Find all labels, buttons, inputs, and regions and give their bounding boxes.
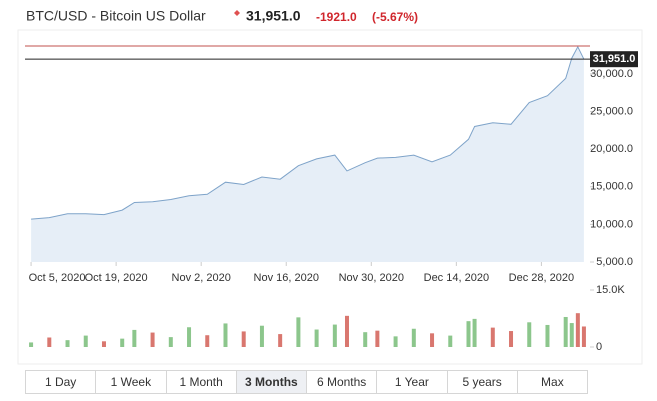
y-tick-label: 15,000.0 — [590, 181, 633, 193]
x-tick-label: Oct 19, 2020 — [85, 272, 148, 284]
volume-bar — [150, 332, 155, 347]
change-percent: (-5.67%) — [372, 10, 418, 24]
volume-bar — [332, 324, 337, 347]
volume-bar — [430, 333, 435, 347]
volume-bar — [120, 338, 125, 347]
y-tick-label: 25,000.0 — [590, 105, 633, 117]
volume-bar — [47, 337, 52, 347]
range-button[interactable]: 1 Day — [26, 371, 97, 393]
price-area — [31, 46, 584, 262]
volume-bar — [363, 332, 368, 347]
volume-bar — [411, 328, 416, 347]
volume-bar — [509, 331, 514, 347]
price-line — [31, 45, 585, 220]
volume-bar — [168, 337, 173, 347]
x-tick-label: Nov 2, 2020 — [172, 272, 231, 284]
chart-frame — [17, 29, 643, 365]
volume-bar — [490, 327, 495, 347]
x-tick-label: Nov 30, 2020 — [339, 272, 404, 284]
y-tick-label: 10,000.0 — [590, 218, 633, 230]
x-tick-label: Dec 28, 2020 — [509, 272, 574, 284]
x-tick-label: Nov 16, 2020 — [254, 272, 319, 284]
y-tick-label: 15.0K — [596, 284, 625, 296]
change: -1921.0 — [316, 10, 357, 24]
volume-bar — [132, 329, 137, 347]
volume-bar — [101, 341, 106, 347]
range-buttons: 1 Day 1 Week 1 Month 3 Months 6 Months 1 Year… — [25, 370, 588, 394]
volume-bar — [29, 342, 34, 347]
volume-bar — [205, 335, 210, 347]
volume-bar — [259, 325, 264, 347]
volume-bar — [241, 331, 246, 347]
price: 31,951.0 — [246, 8, 301, 24]
range-button[interactable]: 3 Months — [236, 371, 307, 393]
volume-bar — [65, 340, 70, 347]
y-tick-label: 0 — [596, 341, 602, 353]
volume-bar — [575, 313, 580, 347]
range-button[interactable]: Max — [541, 375, 564, 389]
volume-bar — [223, 323, 228, 347]
volume-bar — [563, 316, 568, 347]
instrument-title: BTC/USD - Bitcoin US Dollar — [26, 8, 206, 24]
volume-bar — [187, 327, 192, 347]
volume-bar — [83, 335, 88, 347]
volume-bar — [466, 321, 471, 347]
last-price-label: 31,951.0 — [593, 53, 636, 65]
range-button[interactable]: 1 Month — [167, 371, 237, 393]
volume-bar — [393, 336, 398, 347]
volume-bar — [581, 326, 586, 347]
volume-bar — [448, 335, 453, 347]
range-button[interactable]: 1 Year — [377, 371, 448, 393]
range-button[interactable]: 5 years — [448, 371, 518, 393]
volume-bar — [278, 334, 283, 347]
range-button[interactable]: 6 Months — [307, 371, 378, 393]
range-button[interactable]: 1 Week — [96, 371, 167, 393]
volume-bar — [472, 318, 477, 347]
volume-bar — [344, 315, 349, 347]
last-price-box — [590, 51, 638, 68]
volume-bar — [375, 330, 380, 347]
x-tick-label: Dec 14, 2020 — [424, 272, 489, 284]
y-tick-label: 20,000.0 — [590, 143, 633, 155]
y-tick-label: 30,000.0 — [590, 68, 633, 80]
flag-icon — [234, 10, 240, 16]
volume-bar — [545, 324, 550, 347]
volume-bar — [569, 323, 574, 347]
volume-bar — [314, 329, 319, 347]
volume-bar — [296, 317, 301, 347]
y-tick-label: 5,000.0 — [596, 256, 633, 268]
volume-bar — [527, 322, 532, 347]
x-tick-label: Oct 5, 2020 — [29, 272, 86, 284]
chart: BTC/USD - Bitcoin US Dollar 31,951.0 -19… — [17, 8, 643, 365]
